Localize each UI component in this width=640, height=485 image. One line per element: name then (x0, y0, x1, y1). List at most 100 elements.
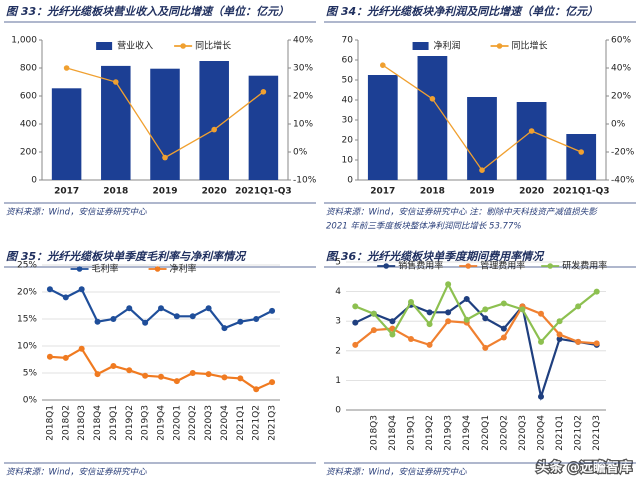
y-tick-label: 30 (342, 116, 354, 126)
point (189, 370, 196, 376)
y-tick-label: 1,000 (11, 36, 37, 46)
bar (199, 61, 229, 180)
x-tick-label: 2021Q1 (555, 415, 565, 451)
point (479, 167, 485, 173)
y2-tick-label: 0% (293, 148, 308, 158)
y-tick-label: 15% (17, 315, 37, 325)
x-tick-label: 2020Q2 (188, 405, 198, 441)
x-tick-label: 2020 (202, 187, 227, 197)
x-tick-label: 2020Q4 (220, 405, 230, 441)
legend-marker (547, 263, 553, 269)
point (538, 393, 544, 400)
y-tick-label: 0% (23, 396, 38, 406)
x-tick-label: 2018 (420, 187, 445, 197)
y-tick-label: 10 (342, 156, 354, 166)
point (370, 327, 377, 334)
x-tick-label: 2018Q1 (45, 405, 55, 441)
point (211, 126, 217, 133)
y-tick-label: 0 (335, 406, 341, 416)
y-tick-label: 600 (20, 92, 37, 102)
x-tick-label: 2018 (103, 187, 128, 197)
point (445, 309, 452, 316)
point (556, 331, 563, 338)
bar (367, 75, 398, 180)
y2-tick-label: 30% (293, 64, 313, 74)
source: 资料来源：Wind，安信证券研究中心 (6, 467, 147, 478)
point (173, 378, 180, 385)
x-tick-label: 2019Q3 (141, 405, 151, 441)
point (429, 96, 436, 102)
x-tick-label: 2018Q4 (93, 405, 103, 441)
y2-tick-label: -40% (611, 176, 635, 186)
x-tick-label: 2021Q2 (574, 415, 584, 451)
legend-marker (383, 263, 390, 269)
x-tick-label: 2020 (519, 187, 544, 197)
point (482, 344, 489, 351)
point (113, 79, 119, 85)
point (463, 296, 470, 302)
legend-marker (76, 266, 83, 272)
chart-title: 图 35：光纤光缆板块单季度毛利率与净利率情况 (6, 250, 247, 263)
point (352, 341, 359, 348)
point (126, 367, 133, 374)
point (221, 325, 228, 332)
point (445, 281, 452, 288)
chart-title: 图 36：光纤光缆板块单季度期间费用率情况 (326, 250, 545, 263)
point (538, 310, 544, 317)
source: 资料来源：Wind，安信证券研究中心 (6, 207, 147, 218)
y2-tick-label: -20% (611, 148, 635, 158)
point (426, 321, 433, 328)
point (445, 318, 452, 325)
y-tick-label: 1 (335, 376, 341, 386)
point (578, 149, 584, 155)
y-tick-label: 70 (342, 36, 354, 46)
y-tick-label: 0 (31, 176, 37, 186)
legend-label: 销售费用率 (398, 260, 443, 272)
legend-marker (496, 43, 503, 49)
point (593, 288, 600, 295)
y-tick-label: 5% (23, 369, 38, 379)
y2-tick-label: 40% (293, 36, 313, 46)
x-tick-label: 2019Q4 (157, 405, 167, 441)
point (158, 305, 164, 312)
point (500, 325, 507, 332)
point (528, 128, 535, 134)
y-tick-label: 20% (17, 288, 37, 298)
y-tick-label: 50 (342, 76, 354, 86)
point (237, 375, 244, 382)
x-tick-label: 2021Q3 (592, 415, 602, 451)
x-tick-label: 2019Q3 (444, 415, 454, 451)
point (110, 316, 117, 322)
point (126, 305, 133, 312)
point (380, 62, 386, 68)
bar (566, 134, 597, 180)
point (482, 306, 489, 313)
x-tick-label: 2018Q3 (77, 405, 87, 441)
point (519, 306, 526, 313)
point (463, 316, 470, 323)
point (426, 309, 433, 316)
point (142, 372, 149, 379)
point (78, 345, 85, 352)
x-tick-label: 2019 (469, 187, 494, 197)
x-tick-label: 2018Q4 (388, 415, 398, 451)
y2-tick-label: 10% (293, 120, 313, 130)
x-tick-label: 2021Q1 (236, 405, 246, 441)
point (408, 298, 414, 305)
point (110, 362, 117, 369)
point (408, 335, 414, 342)
source: 资料来源：Wind，安信证券研究中心 (326, 467, 467, 478)
y-tick-label: 400 (20, 120, 37, 130)
x-tick-label: 2019Q1 (109, 405, 119, 441)
legend-marker (180, 43, 186, 49)
point (46, 286, 53, 293)
series-line (354, 297, 597, 401)
y2-tick-label: 20% (293, 92, 313, 102)
point (173, 313, 180, 320)
legend-label: 管理费用率 (480, 260, 525, 272)
bar (467, 97, 497, 180)
legend-label: 毛利率 (92, 263, 119, 275)
point (221, 374, 228, 381)
point (269, 379, 276, 386)
point (62, 354, 69, 361)
